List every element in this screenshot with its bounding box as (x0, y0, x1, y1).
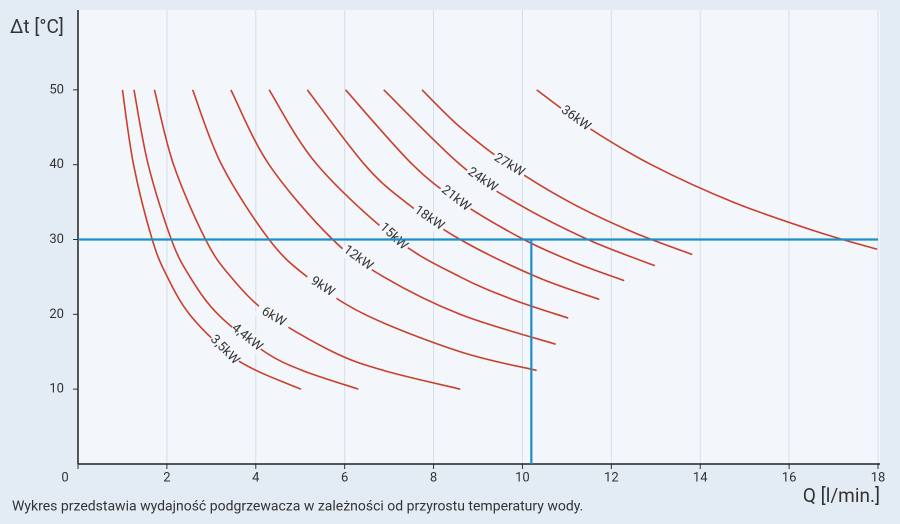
y-tick-label: 20 (49, 307, 64, 322)
plot-area (78, 10, 880, 464)
x-tick-label: 6 (341, 470, 348, 485)
curve (268, 89, 569, 319)
y-axis-label: Δt [°C] (10, 15, 64, 38)
x-tick-label: 2 (163, 470, 170, 485)
curve-label-bg (253, 300, 294, 333)
curve-label-bg (409, 201, 449, 235)
y-tick-label: 40 (49, 157, 64, 172)
curve-label-bg (206, 331, 244, 369)
x-tick-label: 10 (515, 470, 530, 485)
curve-label-bg (463, 163, 502, 197)
curve-label-bg (302, 270, 342, 304)
curve-label-bg (436, 181, 475, 217)
x-axis-label: Q [l/min.] (803, 484, 880, 507)
y-tick-label: 50 (49, 82, 64, 97)
y-tick-label: 10 (49, 382, 64, 397)
curve (153, 89, 461, 390)
x-tick-label: 18 (871, 470, 886, 485)
curve (121, 89, 302, 390)
curve (133, 89, 359, 390)
x-tick-label: 16 (782, 470, 797, 485)
x-tick-label: 8 (430, 470, 437, 485)
curve-label-bg (556, 101, 596, 136)
x-tick-label: 0 (61, 470, 68, 485)
y-tick-label: 30 (49, 232, 64, 247)
x-tick-label: 4 (252, 470, 260, 485)
curve-label-bg (489, 149, 529, 182)
x-tick-label: 12 (604, 470, 619, 485)
curve (383, 89, 656, 267)
curve-label-bg (227, 319, 266, 355)
curve (421, 89, 693, 256)
curve-label-bg (338, 240, 378, 276)
caption: Wykres przedstawia wydajność podgrzewacz… (12, 499, 583, 515)
x-tick-label: 14 (693, 470, 708, 485)
curve-label-bg (374, 218, 413, 255)
curve (344, 89, 625, 282)
